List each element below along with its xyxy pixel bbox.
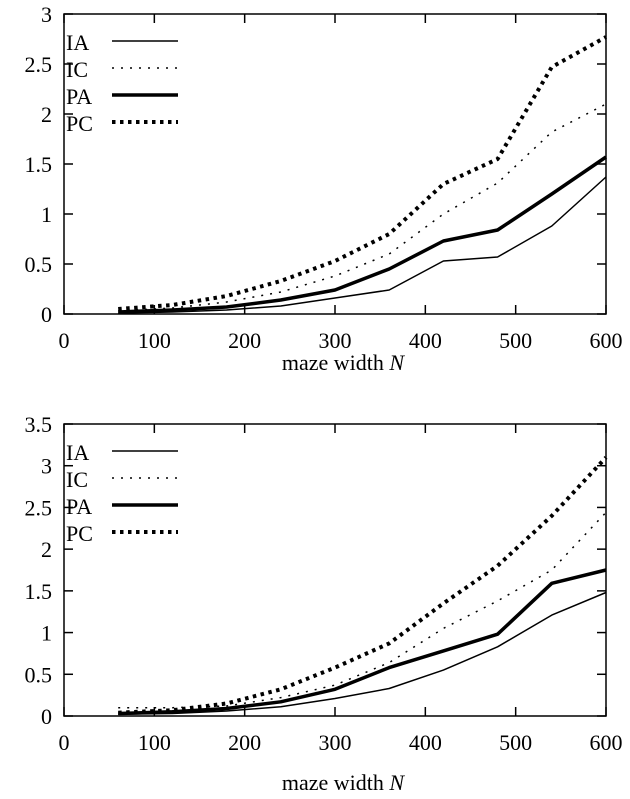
series-line-pc: [118, 456, 608, 715]
x-axis-title: maze width N: [282, 350, 406, 375]
series-line-ic: [118, 103, 607, 312]
y-tick-label: 2.5: [25, 52, 53, 77]
y-tick-label: 1.5: [25, 579, 53, 604]
legend-label-pc: PC: [66, 111, 93, 136]
legend-label-ia: IA: [66, 30, 89, 55]
series-line-pa: [118, 568, 607, 716]
y-tick-label: 0.5: [25, 662, 53, 687]
series-line-pc: [118, 35, 607, 311]
legend-label-ia: IA: [66, 440, 89, 465]
y-tick-label: 1: [41, 621, 52, 646]
y-tick-label: 3: [41, 2, 52, 27]
y-tick-label: 2: [41, 537, 52, 562]
legend-label-pa: PA: [66, 84, 92, 109]
y-tick-label: 0: [41, 704, 52, 729]
series-line-ia: [118, 591, 607, 716]
x-tick-label: 0: [59, 328, 70, 353]
series-line-ia: [118, 176, 607, 314]
legend-label-pc: PC: [66, 521, 93, 546]
x-axis-title: maze width N: [282, 770, 406, 795]
y-tick-label: 3: [41, 454, 52, 479]
y-tick-label: 2.5: [25, 495, 53, 520]
y-tick-label: 0: [41, 302, 52, 327]
chart-2: 0 100 200 300 400 500 600 0 0.5 1 1.5 2 2.5 3 3.5 maze …: [25, 412, 623, 795]
plot-frame: [63, 423, 607, 717]
x-tick-label: 100: [138, 730, 171, 755]
x-tick-label: 0: [59, 730, 70, 755]
x-tick-label: 100: [138, 328, 171, 353]
x-tick-label: 600: [590, 730, 623, 755]
y-tick-label: 2: [41, 102, 52, 127]
x-tick-label: 200: [228, 328, 261, 353]
x-tick-label: 600: [590, 328, 623, 353]
chart-1: 0 100 200 300 400 500 600 0 0.5 1 1.5 2 2.5 3 maze wid…: [25, 2, 623, 375]
y-tick-label: 3.5: [25, 412, 53, 437]
series-line-pa: [118, 155, 607, 314]
x-tick-label: 400: [409, 730, 442, 755]
y-tick-label: 1.5: [25, 152, 53, 177]
x-tick-label: 300: [319, 730, 352, 755]
legend-label-pa: PA: [66, 494, 92, 519]
legend-label-ic: IC: [66, 467, 88, 492]
x-tick-label: 500: [499, 328, 532, 353]
x-tick-label: 300: [319, 328, 352, 353]
x-tick-label: 500: [499, 730, 532, 755]
plot-frame: [63, 13, 607, 315]
x-tick-label: 200: [228, 730, 261, 755]
legend-label-ic: IC: [66, 57, 88, 82]
x-tick-label: 400: [409, 328, 442, 353]
y-tick-label: 1: [41, 202, 52, 227]
y-tick-label: 0.5: [25, 252, 53, 277]
